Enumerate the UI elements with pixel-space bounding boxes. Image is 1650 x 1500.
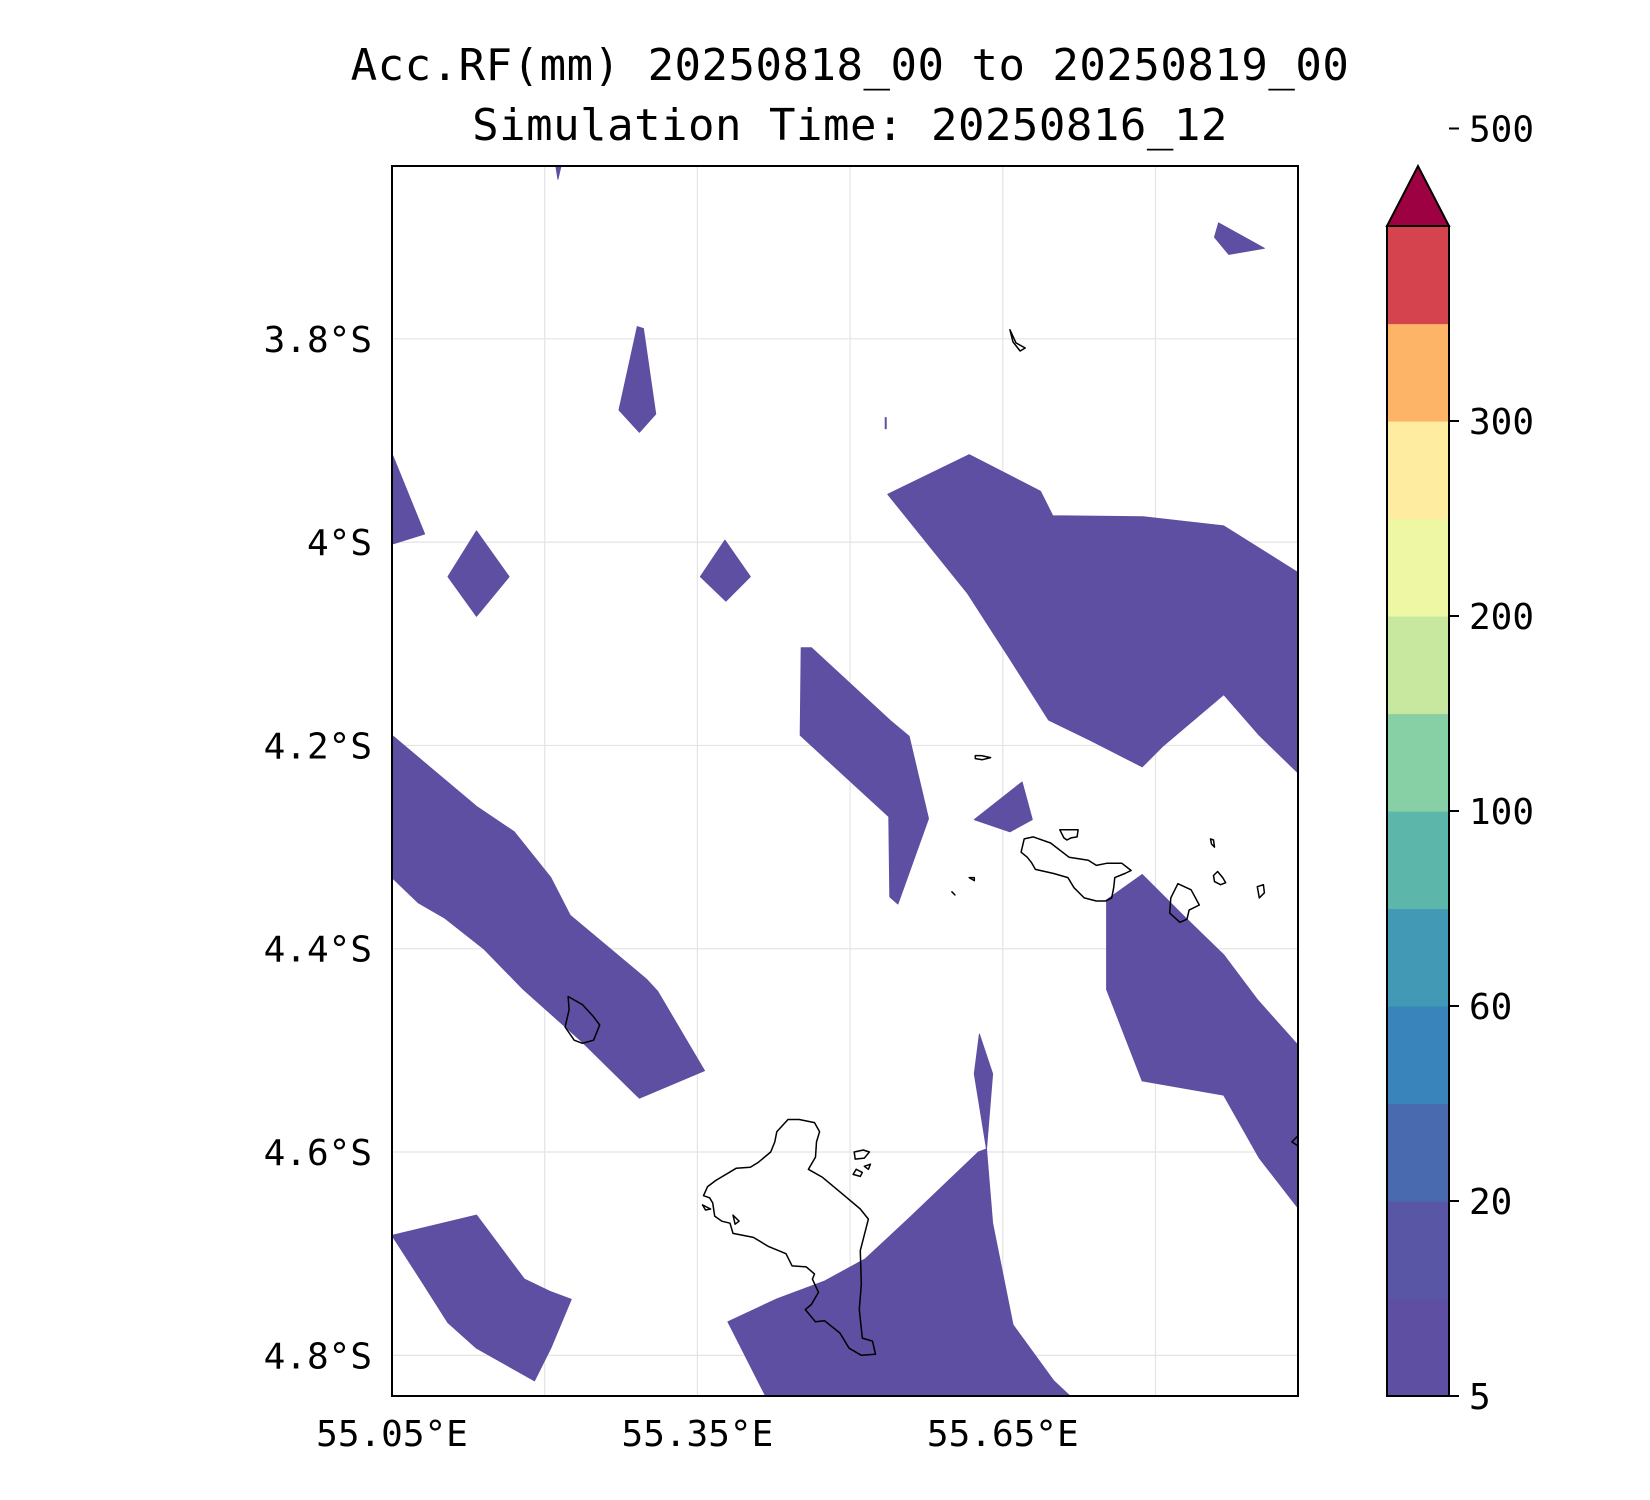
plot-frame xyxy=(391,165,1299,1397)
colorbar-band xyxy=(1387,323,1449,422)
island-aride xyxy=(1009,328,1026,352)
rain-region-west-diamond xyxy=(447,530,510,617)
colorbar-tick-label: 20 xyxy=(1469,1182,1512,1223)
rainfall-regions xyxy=(392,166,1298,1396)
rain-region-south-central-band xyxy=(727,1148,1071,1396)
axis-labels: 55.05°E 55.35°E 55.65°E 3.8°S 4°S 4.2°S 4.4°S 4… xyxy=(264,320,1079,1455)
island-cousin xyxy=(968,876,976,882)
y-tick-label: 4.4°S xyxy=(264,930,372,971)
island-silhouette xyxy=(564,995,601,1045)
colorbar-band xyxy=(1387,518,1449,617)
y-tick-label: 4.8°S xyxy=(264,1336,372,1377)
rain-region-northeast-band xyxy=(887,454,1298,774)
colorbar-band xyxy=(1387,1006,1449,1105)
rain-region-north-edge-sliver xyxy=(555,166,562,180)
colorbar-band xyxy=(1387,226,1449,325)
coastlines xyxy=(564,328,1298,1357)
island-marianne xyxy=(1256,883,1266,899)
colorbar-band xyxy=(1387,421,1449,520)
colorbar-extend-arrow xyxy=(1385,163,1451,227)
colorbar-band xyxy=(1387,811,1449,910)
colorbar-tick-label: 100 xyxy=(1469,792,1534,833)
colorbar-tick-label: 300 xyxy=(1469,402,1534,443)
colorbar-tick-label: 500 xyxy=(1469,110,1534,151)
x-tick-label: 55.05°E xyxy=(316,1414,468,1455)
x-tick-label: 55.65°E xyxy=(927,1414,1079,1455)
island-ste-anne-2 xyxy=(852,1168,864,1178)
rain-region-center-diamond xyxy=(699,539,751,602)
grid-layer xyxy=(391,166,1298,1396)
island-therese xyxy=(701,1204,712,1211)
colorbar-band xyxy=(1387,1298,1449,1397)
island-conception xyxy=(732,1214,740,1225)
colorbar-band xyxy=(1387,908,1449,1007)
chart-subtitle: Simulation Time: 20250816_12 xyxy=(472,100,1228,151)
island-islet-east xyxy=(1209,838,1216,848)
colorbar-band xyxy=(1387,616,1449,715)
y-tick-label: 4.2°S xyxy=(264,726,372,767)
rain-region-west-diagonal-band xyxy=(392,734,705,1099)
rain-region-west-edge-triangle xyxy=(392,453,426,545)
chart-title: Acc.RF(mm) 20250818_00 to 20250819_00 xyxy=(350,40,1350,91)
colorbar-tick-label: 5 xyxy=(1469,1377,1491,1418)
island-ste-anne-3 xyxy=(863,1163,872,1171)
y-tick-label: 3.8°S xyxy=(264,320,372,361)
rain-region-mahe-spike xyxy=(973,1033,994,1150)
island-ste-anne-1 xyxy=(853,1149,871,1160)
colorbar-tick-label: 200 xyxy=(1469,597,1534,638)
island-praslin xyxy=(1020,836,1132,902)
rain-region-east-band xyxy=(1106,874,1298,1209)
island-islet-near-praslin xyxy=(974,754,992,761)
island-cousine xyxy=(951,891,956,896)
rain-region-praslin-patch xyxy=(973,781,1033,833)
island-mahe xyxy=(702,1118,877,1357)
colorbar-band xyxy=(1387,713,1449,812)
rain-region-center-strip xyxy=(799,647,929,905)
rain-region-north-spike xyxy=(618,326,657,433)
colorbar: 5 20 60 100 200 300 500 xyxy=(1385,110,1534,1418)
colorbar-band xyxy=(1387,1201,1449,1300)
colorbar-tick-label: 60 xyxy=(1469,987,1512,1028)
y-tick-label: 4.6°S xyxy=(264,1133,372,1174)
island-la-digue xyxy=(1168,882,1201,924)
x-tick-label: 55.35°E xyxy=(622,1414,774,1455)
island-edge-islet xyxy=(1291,1135,1298,1147)
colorbar-band xyxy=(1387,1103,1449,1202)
y-tick-label: 4°S xyxy=(307,523,372,564)
island-felicite xyxy=(1212,870,1227,886)
rain-region-ne-small-patch xyxy=(1214,222,1265,255)
island-curieuse xyxy=(1059,829,1079,841)
rain-region-southwest-band xyxy=(392,1214,572,1382)
